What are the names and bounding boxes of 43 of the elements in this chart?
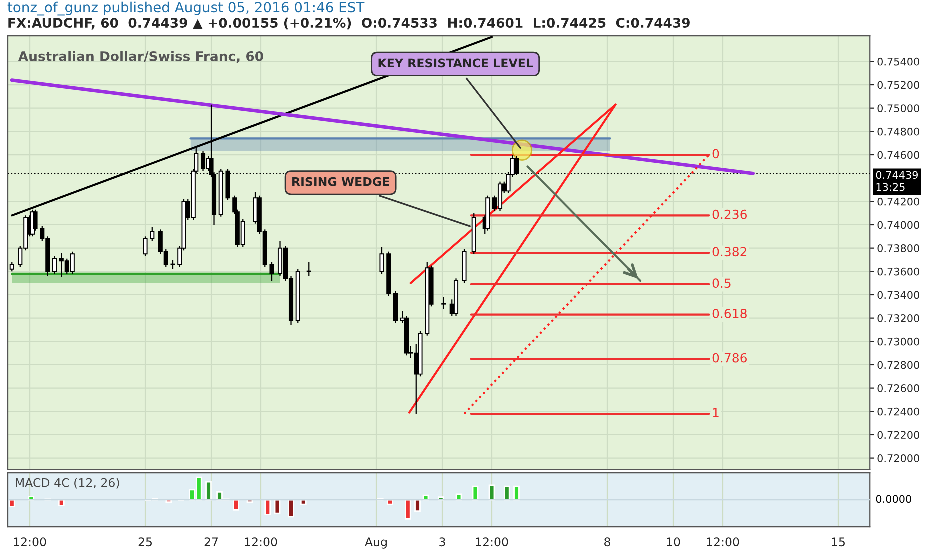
series-label: 0.236 (712, 210, 747, 220)
x-tick-label: 15 (832, 538, 845, 547)
series-label: 0.5 (712, 278, 731, 288)
x-tick-label: 12:00 (707, 538, 740, 547)
y-tick-label: 0.75200 (878, 81, 920, 90)
x-tick-label: 12:00 (14, 538, 46, 547)
ref-line-label: 0.74439 13:25 (876, 171, 918, 192)
chart-subtitle: FX:AUDCHF, 60 0.74439 ▲ +0.00155 (+0.21%) O:0.74533 H:0.74601 L:0.74425 C:0.74439 (8, 18, 690, 30)
series-label: 0.382 (712, 247, 747, 257)
y-tick-label: 0.73400 (878, 291, 920, 300)
y-tick-label: 0.73200 (878, 314, 920, 322)
y-tick-label: 0.74600 (878, 151, 920, 160)
y-tick-label: 0.74200 (878, 198, 920, 206)
series-label: 0.618 (712, 309, 747, 318)
series-label: 1 (713, 408, 719, 418)
x-tick-label: 12:00 (245, 538, 278, 547)
annotation: RISING WEDGE (292, 177, 390, 186)
y-tick-label: 0.73800 (878, 244, 920, 252)
y-tick-label: 0.73600 (878, 268, 920, 276)
y-tick-label: 0.74800 (878, 128, 920, 136)
x-tick-label: 27 (204, 538, 218, 546)
series-label: 0.786 (712, 353, 747, 363)
y-tick-label: 0.72600 (878, 384, 920, 392)
x-tick-label: 8 (604, 538, 610, 547)
chart-title: tonz_of_gunz published August 05, 2016 01:46 EST (8, 2, 365, 16)
series-label: 0 (712, 149, 720, 159)
annotation: Australian Dollar/Swiss Franc, 60 (18, 51, 264, 64)
y-tick-label: 0.72400 (878, 408, 920, 416)
annotation: KEY RESISTANCE LEVEL (378, 58, 534, 68)
x-tick-label: 3 (440, 538, 446, 547)
x-tick-label: 12:00 (476, 538, 508, 547)
ref-line-label: 0.0000 (876, 495, 912, 504)
y-tick-label: 0.74000 (878, 221, 920, 230)
x-tick-label: 10 (667, 538, 680, 547)
y-tick-label: 0.72800 (878, 361, 920, 370)
x-tick-label: 25 (138, 538, 152, 547)
y-tick-label: 0.75400 (878, 58, 920, 66)
y-tick-label: 0.72000 (878, 454, 920, 462)
y-tick-label: 0.72200 (878, 431, 920, 440)
chart-title: MACD 4C (12, 26) (16, 478, 120, 489)
x-tick-label: Aug (365, 538, 387, 549)
y-tick-label: 0.75000 (878, 104, 920, 112)
y-tick-label: 0.73000 (878, 338, 920, 346)
